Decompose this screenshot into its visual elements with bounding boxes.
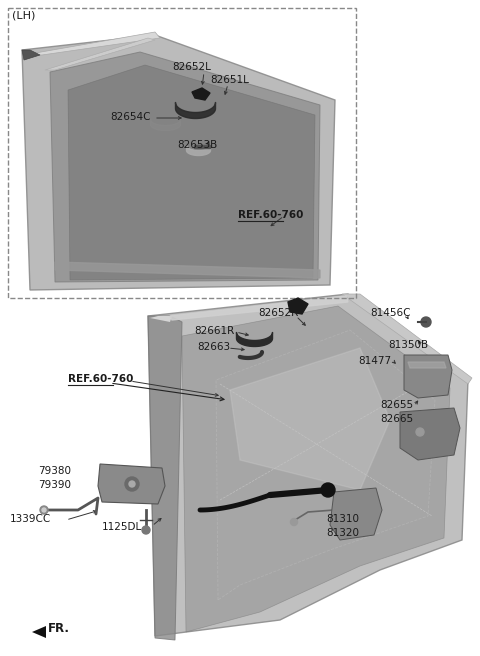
Text: 82661R: 82661R xyxy=(194,326,234,336)
Polygon shape xyxy=(216,330,435,600)
Polygon shape xyxy=(22,50,40,60)
Polygon shape xyxy=(22,35,335,290)
Polygon shape xyxy=(45,38,155,70)
Text: 81310: 81310 xyxy=(326,514,359,524)
Text: 82652R: 82652R xyxy=(258,308,298,318)
Text: 1339CC: 1339CC xyxy=(10,514,51,524)
Polygon shape xyxy=(148,294,468,636)
Polygon shape xyxy=(400,408,460,460)
Text: 82651L: 82651L xyxy=(210,75,249,85)
Circle shape xyxy=(40,506,48,514)
Text: 82654C: 82654C xyxy=(110,112,151,122)
Text: 81477: 81477 xyxy=(358,356,391,366)
Text: 82653B: 82653B xyxy=(177,140,217,150)
Text: FR.: FR. xyxy=(48,622,70,635)
Polygon shape xyxy=(98,464,165,504)
Text: (LH): (LH) xyxy=(12,11,36,21)
Text: 81456C: 81456C xyxy=(370,308,410,318)
Text: REF.60-760: REF.60-760 xyxy=(238,210,303,220)
Polygon shape xyxy=(194,145,210,148)
Circle shape xyxy=(129,481,135,487)
Circle shape xyxy=(290,518,298,525)
Circle shape xyxy=(42,508,46,512)
Circle shape xyxy=(421,317,431,327)
Circle shape xyxy=(142,526,150,534)
Polygon shape xyxy=(32,626,46,638)
Polygon shape xyxy=(330,488,382,540)
Circle shape xyxy=(321,483,335,497)
Text: REF.60-760: REF.60-760 xyxy=(68,374,133,384)
Text: 79380: 79380 xyxy=(38,466,71,476)
Text: 81320: 81320 xyxy=(326,528,359,538)
Text: 81350B: 81350B xyxy=(388,340,428,350)
Text: 82655: 82655 xyxy=(380,400,413,410)
Polygon shape xyxy=(408,362,446,368)
Polygon shape xyxy=(50,52,320,282)
Polygon shape xyxy=(170,296,348,320)
Polygon shape xyxy=(182,306,450,632)
Text: 82665: 82665 xyxy=(380,414,413,424)
Text: 82652L: 82652L xyxy=(172,62,211,72)
Text: 1125DL: 1125DL xyxy=(102,522,142,532)
Polygon shape xyxy=(148,316,182,640)
Text: 82663: 82663 xyxy=(197,342,230,352)
Circle shape xyxy=(125,477,139,491)
Polygon shape xyxy=(24,32,160,55)
Polygon shape xyxy=(192,88,210,100)
Polygon shape xyxy=(150,316,172,322)
Polygon shape xyxy=(288,298,308,314)
Circle shape xyxy=(416,428,424,436)
Polygon shape xyxy=(230,348,390,490)
Polygon shape xyxy=(55,262,320,278)
Polygon shape xyxy=(342,294,472,384)
Polygon shape xyxy=(404,355,452,398)
Bar xyxy=(8,8,356,298)
Text: 79390: 79390 xyxy=(38,480,71,490)
Polygon shape xyxy=(68,65,315,280)
